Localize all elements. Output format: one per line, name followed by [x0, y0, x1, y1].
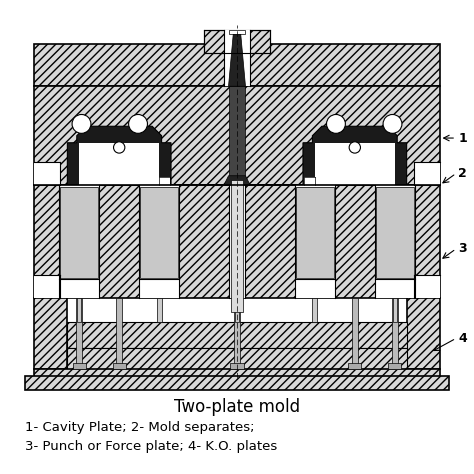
Bar — [376, 187, 414, 278]
Bar — [312, 298, 317, 322]
Bar — [304, 177, 315, 185]
Bar — [79, 143, 159, 185]
Bar — [116, 298, 122, 369]
Text: 4: 4 — [458, 332, 467, 345]
Text: 3- Punch or Force plate; 4- K.O. plates: 3- Punch or Force plate; 4- K.O. plates — [25, 440, 277, 453]
Bar — [140, 187, 178, 278]
Bar — [231, 181, 243, 312]
Circle shape — [114, 142, 125, 153]
Text: Two-plate mold: Two-plate mold — [174, 398, 300, 416]
Polygon shape — [303, 126, 407, 185]
Bar — [35, 369, 439, 378]
Bar — [376, 187, 414, 278]
Bar — [159, 177, 170, 185]
Circle shape — [327, 115, 346, 133]
Bar — [140, 187, 178, 278]
Bar — [414, 162, 439, 185]
Bar — [352, 298, 358, 369]
Bar — [35, 298, 67, 369]
Bar — [224, 30, 250, 53]
Bar — [113, 363, 126, 369]
Bar — [234, 298, 240, 369]
Circle shape — [72, 115, 91, 133]
Bar — [35, 86, 439, 185]
Bar — [67, 322, 407, 348]
Polygon shape — [35, 162, 60, 185]
Bar — [228, 30, 246, 35]
Bar — [73, 363, 86, 369]
Text: 3: 3 — [458, 242, 467, 255]
Polygon shape — [224, 176, 250, 185]
Bar — [157, 298, 162, 322]
Bar — [204, 30, 270, 53]
Bar — [235, 298, 239, 322]
Bar — [35, 162, 60, 185]
Bar — [392, 298, 398, 369]
Bar — [414, 275, 439, 298]
Bar — [60, 187, 98, 278]
Bar — [77, 298, 82, 322]
Bar — [392, 298, 397, 322]
Polygon shape — [67, 126, 171, 185]
Bar — [295, 185, 335, 298]
Text: 1: 1 — [458, 132, 467, 145]
Circle shape — [349, 142, 360, 153]
Bar — [348, 363, 361, 369]
Bar — [35, 44, 439, 86]
Bar — [315, 143, 395, 185]
Text: 1- Cavity Plate; 2- Mold separates;: 1- Cavity Plate; 2- Mold separates; — [25, 421, 255, 434]
Bar — [296, 187, 334, 278]
Bar — [59, 185, 99, 298]
Bar — [407, 298, 439, 369]
Bar — [375, 185, 415, 298]
Bar — [60, 187, 98, 278]
Bar — [224, 44, 250, 86]
Circle shape — [383, 115, 402, 133]
Bar — [67, 348, 407, 369]
Bar — [76, 298, 82, 369]
Text: 2: 2 — [458, 167, 467, 180]
Bar — [139, 185, 179, 298]
Bar — [388, 363, 401, 369]
Polygon shape — [228, 35, 246, 86]
Bar — [35, 185, 439, 298]
Bar — [296, 187, 334, 278]
Bar — [228, 86, 246, 185]
Bar — [228, 185, 246, 298]
Bar — [25, 376, 449, 390]
Bar — [35, 275, 60, 298]
Circle shape — [128, 115, 147, 133]
Bar — [230, 363, 244, 369]
